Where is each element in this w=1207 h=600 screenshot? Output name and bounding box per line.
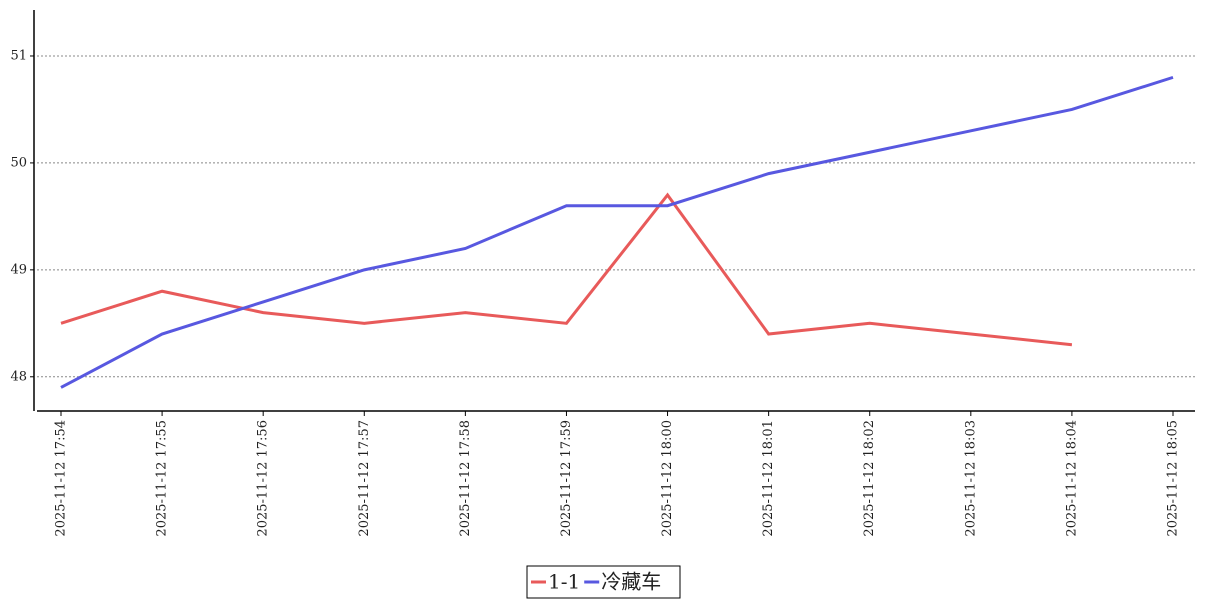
series-line: [60, 75, 1174, 389]
y-tick-label: 48: [10, 369, 27, 384]
x-tick-label: 2025-11-12 18:05: [1166, 420, 1181, 537]
x-tick-label: 2025-11-12 17:58: [458, 420, 473, 537]
x-tick-label: 2025-11-12 18:00: [660, 420, 675, 537]
x-tick-label: 2025-11-12 17:59: [559, 420, 574, 537]
y-tick-label: 50: [10, 155, 27, 170]
legend: 1-1 冷藏车: [526, 565, 681, 599]
x-tick-label: 2025-11-12 18:01: [761, 420, 776, 537]
x-tick-label: 2025-11-12 17:57: [357, 420, 372, 537]
x-tick-label: 2025-11-12 17:54: [54, 420, 69, 537]
x-tick-label: 2025-11-12 18:03: [963, 420, 978, 537]
y-tick-label: 49: [10, 262, 27, 277]
legend-box: [526, 565, 681, 599]
x-tick-label: 2025-11-12 17:55: [155, 420, 170, 537]
legend-label: 1-1: [548, 570, 580, 594]
x-tick-label: 2025-11-12 18:02: [862, 420, 877, 537]
x-tick-label: 2025-11-12 18:04: [1064, 420, 1079, 537]
x-tick-label: 2025-11-12 17:56: [256, 420, 271, 537]
y-tick-label: 51: [10, 48, 27, 63]
legend-label: 冷藏车: [601, 570, 661, 594]
series-line: [60, 192, 1073, 347]
